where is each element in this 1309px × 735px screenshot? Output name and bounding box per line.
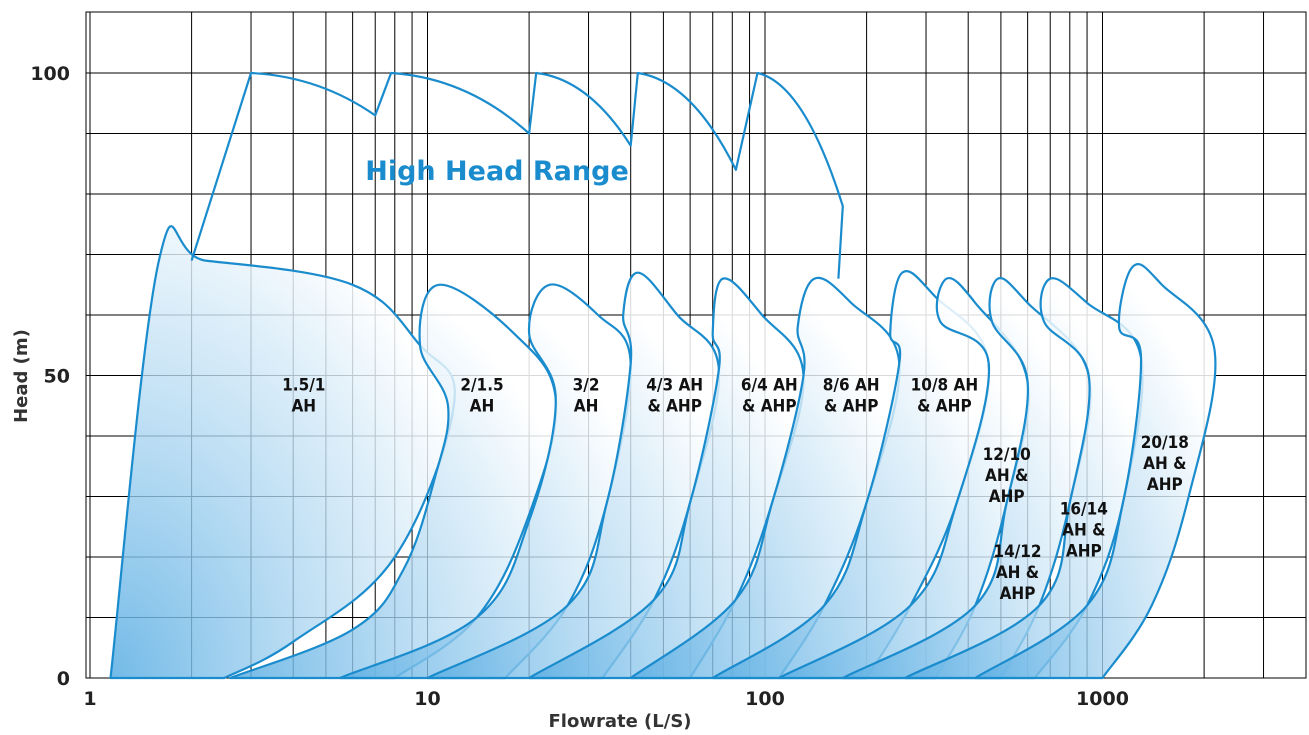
pump-label-line: 20/18 bbox=[1141, 433, 1189, 453]
pump-label: 14/12 AH & AHP bbox=[993, 542, 1041, 604]
pump-label: 20/18 AH & AHP bbox=[1141, 433, 1189, 495]
x-ticks: 1 10 100 1000 bbox=[83, 688, 1129, 710]
x-axis-label: Flowrate (L/S) bbox=[548, 711, 691, 732]
range-20-18-ah-ahp bbox=[974, 263, 1217, 680]
range-2-1-5-ah bbox=[229, 283, 558, 680]
range-4-3-ah-ahp bbox=[426, 271, 721, 680]
range-16-14-ah-ahp bbox=[904, 277, 1144, 680]
pump-label-line: 4/3 AH bbox=[646, 376, 703, 396]
pump-label-line: 10/8 AH bbox=[911, 376, 978, 396]
pump-label-line: 14/12 bbox=[993, 542, 1041, 562]
y-axis-label: Head (m) bbox=[11, 329, 32, 423]
pump-label-line: AH bbox=[470, 397, 495, 417]
range-10-8-ah-ahp bbox=[711, 270, 991, 680]
range-12-10-ah-ahp bbox=[777, 276, 1030, 680]
pump-label-line: 2/1.5 bbox=[460, 376, 503, 396]
pump-label-line: 6/4 AH bbox=[741, 376, 798, 396]
pump-label: 8/6 AH & AHP bbox=[823, 376, 880, 417]
pump-label-line: & AHP bbox=[742, 397, 797, 417]
pump-label-line: AHP bbox=[1147, 475, 1183, 495]
high-head-envelope bbox=[190, 71, 844, 279]
pump-label: 1.5/1 AH bbox=[282, 376, 325, 417]
pump-label: 10/8 AH & AHP bbox=[911, 376, 978, 417]
range-3-2-ah bbox=[338, 283, 632, 680]
range-6-4-ah-ahp bbox=[528, 277, 805, 680]
high-head-envelope-line bbox=[190, 71, 844, 279]
pump-label-line: 12/10 bbox=[983, 445, 1031, 465]
y-ticks: 0 50 100 bbox=[30, 63, 70, 690]
pump-label-line: 8/6 AH bbox=[823, 376, 880, 396]
x-tick-label: 1000 bbox=[1076, 688, 1129, 710]
y-tick-label: 0 bbox=[57, 668, 70, 690]
pump-label: 3/2 AH bbox=[573, 376, 600, 417]
pump-label-line: AH & bbox=[985, 466, 1028, 486]
pump-label: 4/3 AH & AHP bbox=[646, 376, 703, 417]
range-8-6-ah-ahp bbox=[629, 276, 901, 680]
high-head-range-label: High Head Range bbox=[365, 156, 629, 187]
pump-label-line: AHP bbox=[1000, 584, 1036, 604]
pump-label-line: AH & bbox=[1143, 454, 1186, 474]
pump-label-line: AH bbox=[291, 397, 316, 417]
x-tick-label: 100 bbox=[745, 688, 785, 710]
range-14-12-ah-ahp bbox=[841, 277, 1092, 680]
pump-label-line: AH & bbox=[1062, 521, 1105, 541]
pump-label-line: & AHP bbox=[917, 397, 972, 417]
pump-label: 6/4 AH & AHP bbox=[741, 376, 798, 417]
pump-label-line: & AHP bbox=[647, 397, 702, 417]
pump-label: 12/10 AH & AHP bbox=[983, 445, 1031, 507]
range-1-5-1-ah bbox=[109, 225, 456, 680]
pump-label-line: AHP bbox=[1066, 542, 1102, 562]
pump-label-line: AHP bbox=[989, 487, 1025, 507]
y-tick-label: 100 bbox=[30, 63, 70, 85]
y-tick-label: 50 bbox=[44, 366, 70, 388]
x-tick-label: 1 bbox=[83, 688, 96, 710]
pump-label-line: 1.5/1 bbox=[282, 376, 325, 396]
pump-label-line: & AHP bbox=[824, 397, 879, 417]
pump-label-line: 16/14 bbox=[1060, 500, 1108, 520]
pump-label-line: AH & bbox=[996, 563, 1039, 583]
pump-label: 2/1.5 AH bbox=[460, 376, 503, 417]
x-tick-label: 10 bbox=[414, 688, 440, 710]
pump-label-line: 3/2 bbox=[573, 376, 600, 396]
pump-label-line: AH bbox=[574, 397, 599, 417]
pump-ranges bbox=[109, 225, 1217, 680]
pump-label: 16/14 AH & AHP bbox=[1060, 500, 1108, 562]
